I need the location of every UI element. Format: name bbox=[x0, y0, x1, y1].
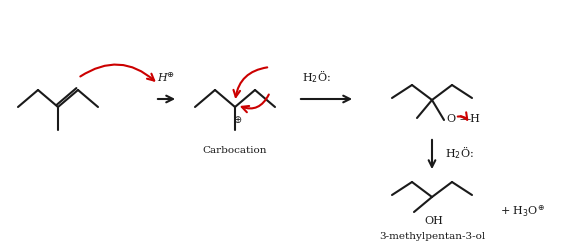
Text: O: O bbox=[446, 114, 455, 123]
Text: $\oplus$: $\oplus$ bbox=[233, 114, 242, 124]
Text: OH: OH bbox=[425, 215, 444, 225]
Text: —H: —H bbox=[460, 114, 481, 123]
Text: H$_2$Ö:: H$_2$Ö: bbox=[445, 144, 474, 161]
Text: Carbocation: Carbocation bbox=[203, 145, 267, 154]
Text: + H$_3$O$^{\oplus}$: + H$_3$O$^{\oplus}$ bbox=[500, 203, 545, 218]
Text: $\oplus$: $\oplus$ bbox=[166, 70, 174, 79]
Text: 3-methylpentan-3-ol: 3-methylpentan-3-ol bbox=[379, 231, 485, 240]
Text: H$_2$Ö:: H$_2$Ö: bbox=[302, 68, 331, 85]
Text: H: H bbox=[157, 73, 167, 83]
